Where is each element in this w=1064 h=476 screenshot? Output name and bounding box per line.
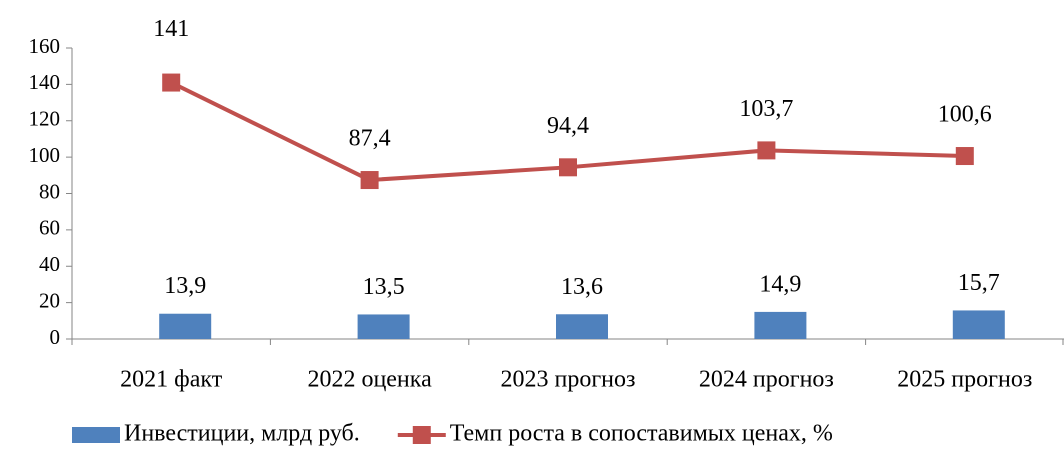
data-label: 103,7: [739, 96, 793, 122]
bar: [556, 314, 608, 339]
y-tick-label: 60: [39, 216, 60, 240]
data-label: 15,7: [958, 270, 1000, 296]
y-tick-label: 0: [50, 325, 61, 349]
legend-label: Инвестиции, млрд руб.: [124, 421, 360, 447]
marker: [955, 147, 974, 166]
x-tick-label: 2025 прогноз: [897, 367, 1032, 393]
y-tick-label: 120: [29, 107, 61, 131]
marker: [360, 171, 379, 190]
y-tick-label: 20: [39, 288, 60, 312]
x-tick-label: 2021 факт: [120, 367, 223, 393]
data-label: 141: [153, 16, 189, 42]
data-label: 94,4: [547, 113, 589, 139]
x-tick-label: 2024 прогноз: [699, 367, 834, 393]
bar: [159, 313, 212, 339]
y-tick-label: 140: [29, 70, 61, 94]
y-tick-label: 40: [39, 252, 60, 276]
data-label: 14,9: [759, 271, 801, 297]
marker: [559, 158, 577, 177]
bar: [952, 310, 1005, 339]
data-label: 13,9: [164, 273, 206, 299]
legend-swatch: [72, 427, 120, 443]
data-label: 100,6: [938, 102, 992, 128]
x-tick-label: 2023 прогноз: [500, 367, 635, 393]
legend-label: Темп роста в сопоставимых ценах, %: [450, 421, 833, 447]
marker: [162, 73, 181, 92]
bar: [357, 314, 410, 339]
bar: [754, 311, 807, 339]
y-tick-label: 100: [29, 143, 61, 167]
y-tick-label: 80: [39, 179, 60, 203]
y-tick-label: 160: [29, 34, 61, 58]
legend-swatch: [412, 426, 431, 444]
data-label: 13,6: [561, 274, 603, 300]
marker: [757, 141, 776, 160]
x-tick-label: 2022 оценка: [307, 367, 432, 393]
data-label: 87,4: [349, 126, 391, 152]
data-label: 13,5: [363, 274, 405, 300]
